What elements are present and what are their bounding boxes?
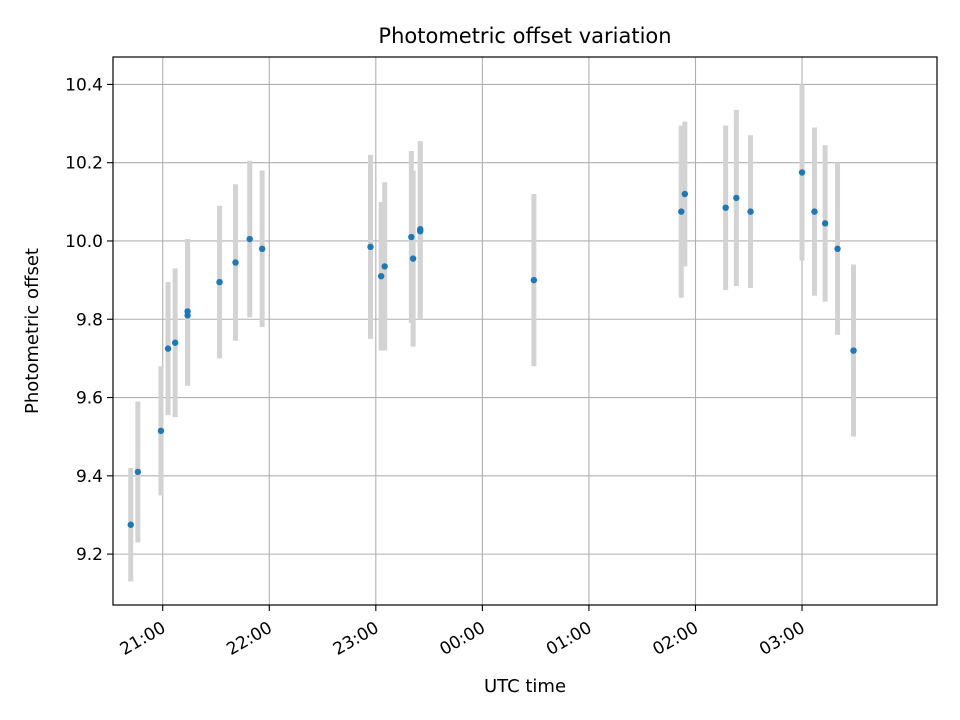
y-axis: 9.2 9.4 9.6 9.8 10.0 10.2 10.4 bbox=[65, 75, 113, 565]
data-point bbox=[164, 345, 172, 352]
y-tick-label: 10.2 bbox=[65, 154, 103, 174]
x-axis-label: UTC time bbox=[484, 676, 566, 697]
y-tick-label: 9.2 bbox=[76, 545, 103, 565]
data-point bbox=[747, 208, 754, 215]
data-point bbox=[216, 278, 223, 286]
data-point bbox=[850, 347, 857, 354]
data-point bbox=[246, 235, 253, 243]
data-point bbox=[171, 339, 179, 346]
data-point bbox=[681, 190, 689, 198]
data-point bbox=[798, 169, 806, 176]
data-point bbox=[409, 255, 417, 262]
y-tick-label: 10.0 bbox=[65, 232, 103, 252]
data-point bbox=[722, 204, 729, 211]
y-axis-label: Photometric offset bbox=[22, 248, 43, 414]
y-tick-label: 9.4 bbox=[76, 467, 103, 487]
data-point bbox=[408, 233, 415, 241]
data-point bbox=[678, 208, 685, 215]
data-point bbox=[811, 208, 818, 215]
data-point bbox=[417, 226, 424, 233]
y-tick-label: 9.6 bbox=[76, 389, 103, 409]
data-point bbox=[127, 521, 134, 528]
data-point bbox=[184, 312, 191, 319]
data-point bbox=[232, 259, 239, 266]
data-point bbox=[834, 245, 841, 252]
chart-title: Photometric offset variation bbox=[378, 24, 671, 48]
data-point bbox=[258, 245, 266, 252]
data-points bbox=[127, 169, 857, 528]
data-point bbox=[377, 273, 385, 280]
y-tick-label: 10.4 bbox=[65, 75, 103, 95]
data-point bbox=[381, 263, 388, 270]
plot-frame bbox=[112, 56, 938, 606]
data-point bbox=[821, 220, 829, 227]
data-point bbox=[733, 194, 740, 202]
data-point bbox=[367, 243, 374, 251]
data-point bbox=[157, 427, 165, 435]
data-point bbox=[530, 276, 538, 284]
data-point bbox=[134, 468, 142, 476]
y-tick-label: 9.8 bbox=[76, 310, 103, 330]
